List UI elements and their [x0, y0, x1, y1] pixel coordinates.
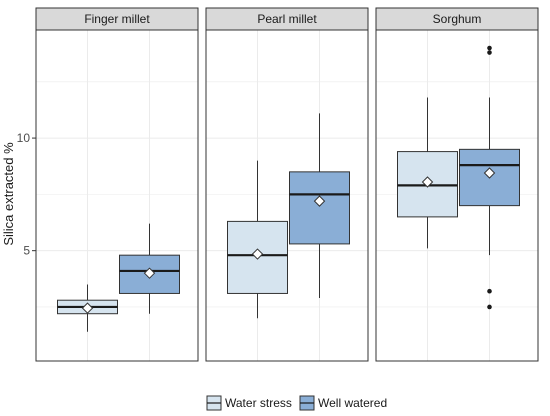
facet-strip-label: Pearl millet — [257, 12, 317, 26]
legend: Water stress Well watered — [206, 395, 387, 411]
box-well-watered — [459, 45, 520, 310]
mean-marker — [81, 302, 94, 314]
outlier-point — [487, 304, 492, 310]
box-well-watered — [119, 223, 180, 314]
mean-marker — [251, 248, 264, 260]
legend-label: Water stress — [225, 396, 292, 410]
mean-marker — [483, 167, 496, 179]
legend-item: Water stress — [206, 395, 292, 411]
box-water-stress — [57, 284, 118, 332]
box-well-watered — [289, 113, 350, 298]
y-tick-label: 10 — [17, 131, 31, 145]
facet-panel: Finger millet — [35, 7, 199, 362]
panel-border — [35, 29, 199, 362]
legend-label: Well watered — [318, 396, 387, 410]
legend-item: Well watered — [299, 395, 387, 411]
panel-border — [375, 29, 539, 362]
mean-marker — [421, 176, 434, 188]
y-axis-ticks: 5 10 — [17, 131, 36, 258]
mean-marker — [143, 267, 156, 279]
mean-marker — [313, 195, 326, 207]
facet-panel: Pearl millet — [205, 7, 369, 362]
facet-strip-label: Sorghum — [433, 12, 482, 26]
y-tick-label: 5 — [23, 244, 30, 258]
box-water-stress — [397, 97, 458, 249]
outlier-point — [487, 45, 492, 51]
facet-panels: Finger millet Pearl millet Sorghum — [35, 7, 539, 362]
outlier-point — [487, 288, 492, 294]
box-water-stress — [227, 160, 288, 319]
outlier-point — [487, 50, 492, 55]
y-axis-title: Silica extracted % — [1, 142, 16, 246]
panel-border — [205, 29, 369, 362]
facet-panel: Sorghum — [375, 7, 539, 362]
facet-strip-label: Finger millet — [84, 12, 150, 26]
box-body — [289, 171, 350, 245]
